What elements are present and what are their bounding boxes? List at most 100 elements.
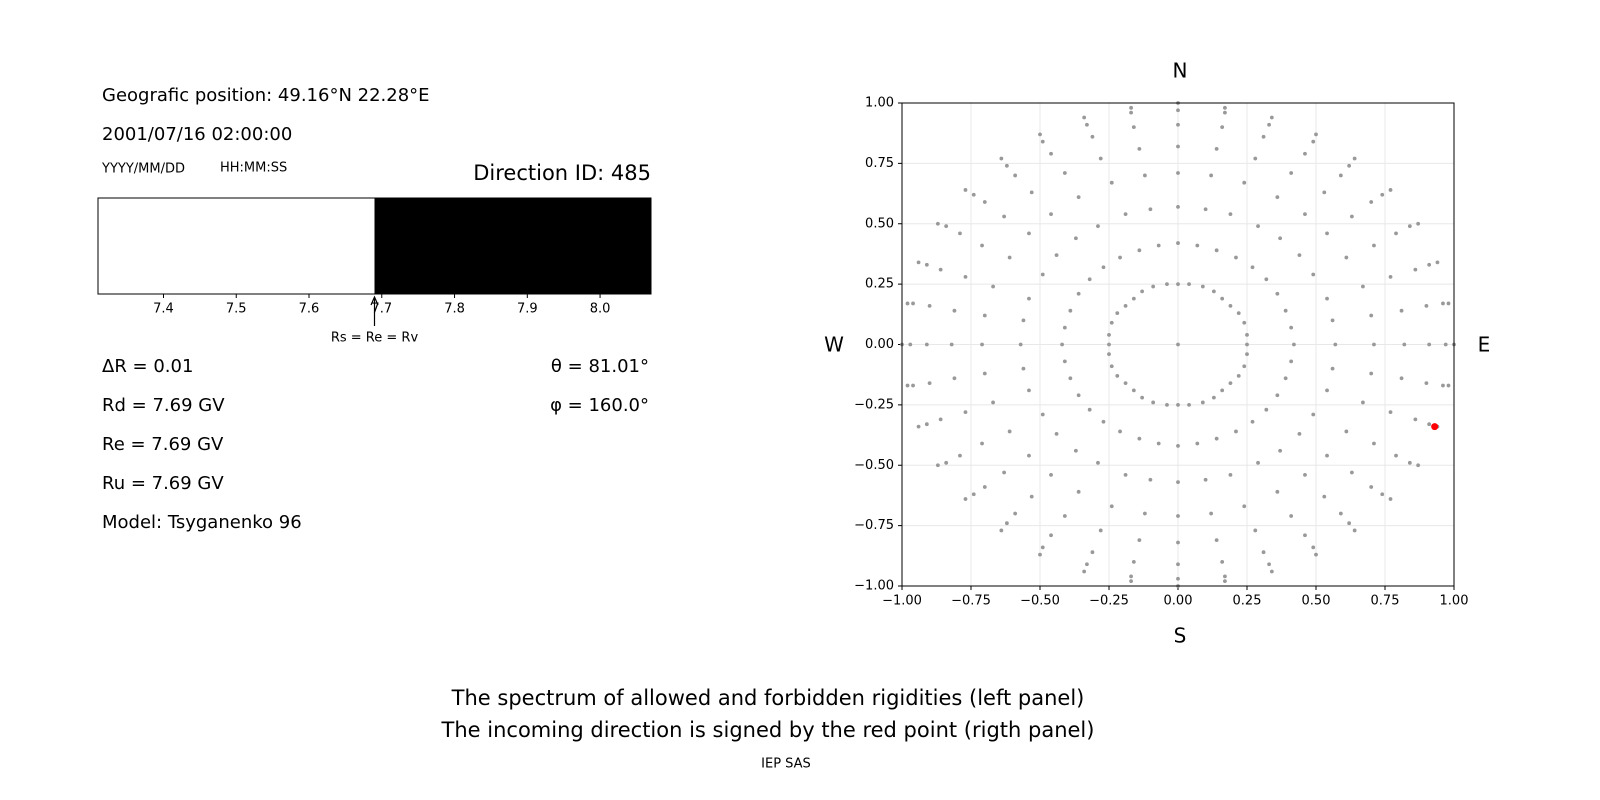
direction-point bbox=[1115, 311, 1120, 316]
direction-point bbox=[1176, 480, 1180, 485]
rd: Rd = 7.69 GV bbox=[102, 395, 225, 416]
direction-point bbox=[1264, 277, 1269, 282]
direction-point bbox=[971, 192, 976, 197]
x-tick-label: 0.50 bbox=[1302, 594, 1331, 609]
direction-point bbox=[1062, 514, 1067, 518]
theta: θ = 81.01° bbox=[551, 356, 649, 377]
direction-point bbox=[1443, 342, 1448, 347]
direction-point bbox=[1109, 504, 1114, 509]
direction-point bbox=[1176, 402, 1180, 407]
direction-point bbox=[1441, 301, 1445, 306]
direction-point bbox=[1004, 521, 1009, 526]
direction-point bbox=[905, 383, 910, 388]
direction-point bbox=[1002, 470, 1007, 475]
date-format: YYYY/MM/DD bbox=[101, 162, 185, 177]
direction-point bbox=[1275, 291, 1280, 296]
spectrum-segment bbox=[374, 198, 651, 294]
direction-point bbox=[999, 156, 1004, 161]
direction-point bbox=[1388, 274, 1393, 279]
direction-point bbox=[1372, 441, 1376, 446]
direction-point bbox=[1223, 574, 1227, 579]
direction-point bbox=[1082, 115, 1087, 120]
direction-point bbox=[1054, 253, 1059, 258]
direction-point bbox=[1267, 562, 1271, 567]
direction-point bbox=[1176, 204, 1180, 209]
direction-point bbox=[1101, 265, 1106, 270]
direction-point bbox=[1292, 342, 1296, 347]
direction-point bbox=[1325, 388, 1329, 393]
direction-point bbox=[1220, 125, 1225, 130]
direction-point bbox=[1027, 231, 1031, 236]
direction-point bbox=[1140, 395, 1145, 400]
direction-point bbox=[980, 342, 984, 347]
direction-point bbox=[927, 303, 932, 308]
re: Re = 7.69 GV bbox=[102, 434, 224, 455]
direction-point bbox=[924, 342, 929, 347]
direction-point bbox=[952, 376, 957, 381]
credit: IEP SAS bbox=[761, 757, 811, 772]
y-tick-label: −0.75 bbox=[854, 518, 894, 533]
direction-point bbox=[916, 424, 921, 429]
direction-point bbox=[1269, 569, 1274, 574]
x-tick-label: −1.00 bbox=[882, 594, 922, 609]
direction-point bbox=[1214, 248, 1219, 253]
datetime: 2001/07/16 02:00:00 bbox=[102, 124, 292, 145]
direction-point bbox=[1407, 224, 1412, 229]
direction-point bbox=[1380, 192, 1385, 197]
direction-point bbox=[1049, 151, 1053, 156]
direction-point bbox=[1087, 407, 1092, 412]
direction-point bbox=[1002, 214, 1007, 219]
direction-point bbox=[1148, 477, 1153, 482]
direction-point bbox=[1435, 260, 1440, 265]
direction-point bbox=[1040, 272, 1045, 277]
direction-point bbox=[1344, 429, 1349, 434]
direction-point bbox=[1399, 376, 1404, 381]
direction-point bbox=[1129, 110, 1133, 115]
direction-point bbox=[1038, 552, 1042, 557]
direction-point bbox=[1322, 494, 1327, 499]
direction-point bbox=[1388, 410, 1393, 415]
direction-point bbox=[1349, 470, 1354, 475]
direction-point bbox=[1333, 342, 1338, 347]
axes-frame bbox=[97, 197, 652, 295]
direction-point bbox=[1123, 381, 1128, 386]
direction-point bbox=[982, 371, 987, 376]
direction-point bbox=[1250, 265, 1255, 270]
direction-point bbox=[1413, 417, 1418, 422]
direction-point bbox=[991, 284, 995, 289]
direction-point bbox=[1040, 139, 1045, 144]
direction-point bbox=[1242, 320, 1247, 325]
x-tick-label: 7.5 bbox=[226, 302, 247, 317]
direction-point bbox=[1195, 243, 1200, 248]
direction-point bbox=[1303, 151, 1307, 156]
y-tick-label: −0.50 bbox=[854, 458, 894, 473]
direction-point bbox=[938, 267, 943, 272]
direction-point bbox=[1062, 325, 1067, 330]
direction-point bbox=[1344, 255, 1349, 260]
direction-point bbox=[980, 441, 984, 446]
direction-point bbox=[1234, 255, 1238, 260]
direction-point bbox=[1049, 473, 1053, 477]
direction-point bbox=[1388, 188, 1393, 192]
direction-point bbox=[1303, 473, 1307, 477]
direction-point bbox=[1372, 342, 1376, 347]
direction-point bbox=[1176, 171, 1180, 175]
direction-point bbox=[1073, 448, 1078, 453]
direction-point bbox=[1275, 489, 1280, 494]
direction-point bbox=[1427, 422, 1432, 427]
direction-point bbox=[1123, 473, 1128, 477]
direction-point bbox=[1038, 132, 1042, 137]
direction-point bbox=[1131, 559, 1136, 564]
direction-point bbox=[1176, 514, 1180, 518]
direction-point bbox=[1137, 146, 1142, 151]
direction-point bbox=[1369, 313, 1374, 318]
y-tick-label: −0.25 bbox=[854, 397, 894, 412]
direction-point bbox=[1096, 460, 1100, 465]
direction-point bbox=[1407, 460, 1412, 465]
y-tick-label: −1.00 bbox=[854, 579, 894, 594]
direction-point bbox=[963, 274, 968, 279]
direction-point bbox=[1311, 139, 1316, 144]
direction-point bbox=[1027, 453, 1031, 458]
direction-point bbox=[1369, 485, 1374, 489]
